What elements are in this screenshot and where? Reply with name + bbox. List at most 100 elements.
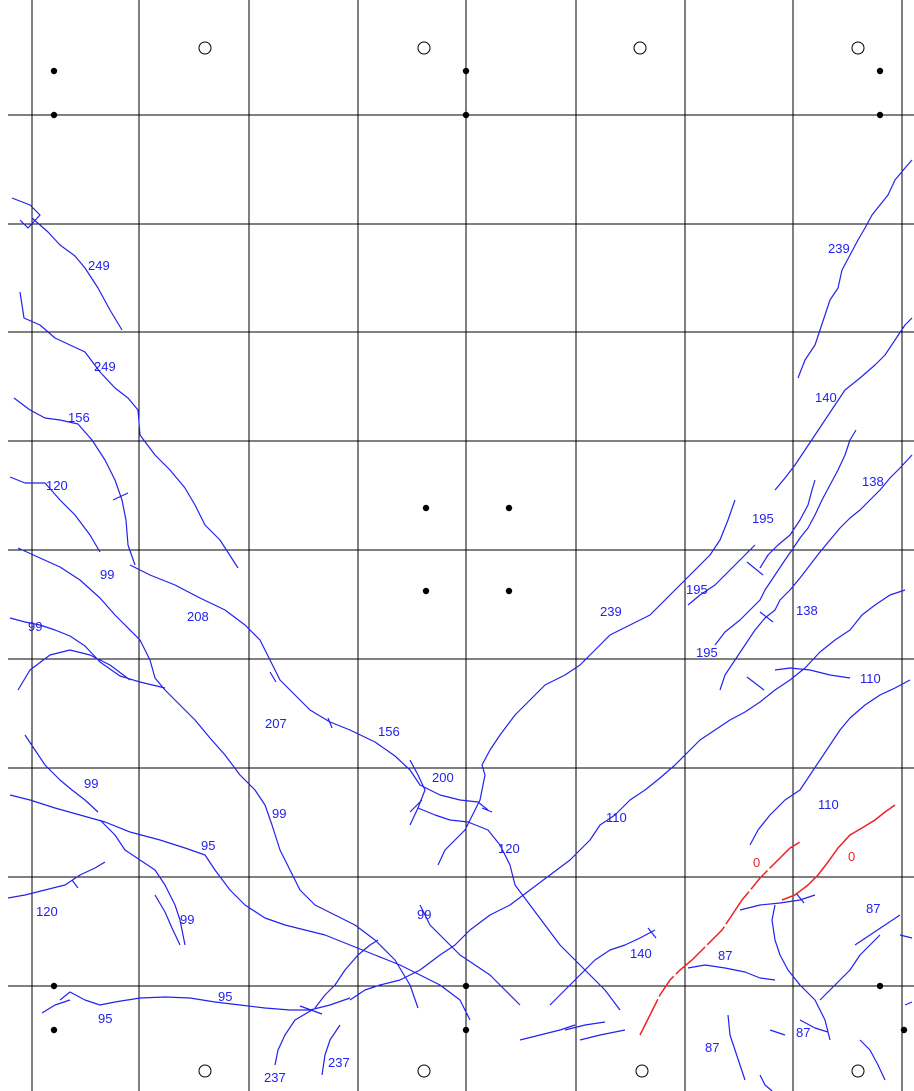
contour-line-120 xyxy=(9,476,101,553)
contour-line-140 xyxy=(549,929,656,1006)
point-marker xyxy=(876,67,884,75)
contour-tick xyxy=(746,676,765,691)
contour-line-195c xyxy=(687,544,756,606)
contour-label: 138 xyxy=(862,474,884,489)
contour-line-249b xyxy=(19,291,141,436)
contour-label: 110 xyxy=(860,671,881,686)
contour-line-stub-c xyxy=(899,934,913,939)
point-marker xyxy=(50,982,58,990)
contour-line-87d xyxy=(739,894,816,911)
contour-line-110c xyxy=(774,667,851,679)
contour-label: 110 xyxy=(606,810,627,825)
contour-label: 99 xyxy=(180,912,194,927)
contour-label: 249 xyxy=(88,258,110,273)
contour-labels: 249 249 156 120 99 208 99 207 156 200 99… xyxy=(28,241,884,1085)
contour-label: 87 xyxy=(718,948,732,963)
contour-label: 99 xyxy=(28,619,42,634)
contour-line-120b xyxy=(7,861,106,899)
contour-line-87f xyxy=(854,914,901,946)
contour-line-140b xyxy=(774,317,913,491)
contour-tick xyxy=(269,671,277,683)
point-markers xyxy=(50,67,908,1034)
contour-line-99d xyxy=(24,734,99,813)
contour-line-110b xyxy=(749,679,911,846)
contour-tick xyxy=(759,611,774,623)
contour-label: 200 xyxy=(432,770,454,785)
contour-label: 207 xyxy=(265,716,287,731)
contour-line-bottom-a xyxy=(519,1024,576,1041)
point-marker xyxy=(876,982,884,990)
contour-line-99b xyxy=(9,617,166,689)
contour-label: 120 xyxy=(36,904,58,919)
contour-line-95c xyxy=(41,999,71,1014)
contour-line-239 xyxy=(437,499,736,866)
circle-marker xyxy=(851,41,865,55)
point-marker xyxy=(422,587,430,595)
contour-label: 140 xyxy=(815,390,837,405)
circle-marker xyxy=(633,41,647,55)
point-marker xyxy=(876,111,884,119)
point-marker xyxy=(422,504,430,512)
contour-line-upper-ridge xyxy=(139,434,239,569)
contour-line-95b xyxy=(59,991,351,1011)
contour-line-156-tick xyxy=(409,759,426,826)
point-marker xyxy=(505,587,513,595)
contour-line-200 xyxy=(394,755,489,811)
highlight-line-0a xyxy=(639,841,801,1036)
contour-line-87e xyxy=(819,934,881,1001)
contour-line-87a xyxy=(687,964,776,981)
contour-line-208 xyxy=(129,564,396,757)
highlight-lines xyxy=(639,804,896,1036)
circle-marker xyxy=(198,1064,212,1078)
contour-label: 195 xyxy=(752,511,774,526)
contour-line-195a xyxy=(714,429,857,646)
contour-line-99a xyxy=(17,547,166,691)
circle-marker xyxy=(635,1064,649,1078)
contour-label: 120 xyxy=(46,478,68,493)
contour-tick xyxy=(409,799,423,813)
contour-label: 99 xyxy=(100,567,114,582)
contour-label: 110 xyxy=(818,797,839,812)
point-marker xyxy=(50,111,58,119)
contour-label: 120 xyxy=(498,841,520,856)
contour-line-stub-a xyxy=(769,1029,786,1036)
contour-line-99-river xyxy=(164,689,419,1009)
contour-line-bottom-b xyxy=(564,1021,606,1031)
contour-line-249a xyxy=(11,197,123,331)
contour-line-87h xyxy=(759,1074,773,1091)
contour-line-87g xyxy=(859,1039,886,1081)
contour-line-99f xyxy=(154,894,181,946)
contour-line-99e xyxy=(99,819,186,946)
point-marker xyxy=(50,67,58,75)
point-marker xyxy=(462,67,470,75)
contour-tick xyxy=(327,717,333,729)
point-marker xyxy=(50,1026,58,1034)
contour-label: 87 xyxy=(866,901,880,916)
contour-label: 156 xyxy=(68,410,90,425)
grid-lines xyxy=(8,0,914,1091)
point-marker xyxy=(505,504,513,512)
contour-label: 140 xyxy=(630,946,652,961)
contour-line-stub-b xyxy=(799,1019,829,1033)
highlight-label: 0 xyxy=(848,849,855,864)
contour-tick xyxy=(299,1005,323,1015)
contour-label: 208 xyxy=(187,609,209,624)
highlight-labels: 0 0 xyxy=(753,849,855,870)
contour-tick xyxy=(112,492,129,501)
contour-line-156 xyxy=(13,397,136,566)
contour-line-99c xyxy=(17,649,131,691)
contour-label: 239 xyxy=(828,241,850,256)
circle-markers xyxy=(198,41,865,1078)
circle-marker xyxy=(198,41,212,55)
contour-line-239b xyxy=(797,159,913,379)
contour-tick xyxy=(795,892,805,904)
contour-line-stub-d xyxy=(904,1001,913,1006)
contour-line-195b xyxy=(759,479,816,569)
point-marker xyxy=(900,1026,908,1034)
contour-line-bottom-c xyxy=(579,1029,626,1041)
contour-label: 195 xyxy=(686,582,708,597)
contour-label: 239 xyxy=(600,604,622,619)
contour-label: 95 xyxy=(201,838,215,853)
